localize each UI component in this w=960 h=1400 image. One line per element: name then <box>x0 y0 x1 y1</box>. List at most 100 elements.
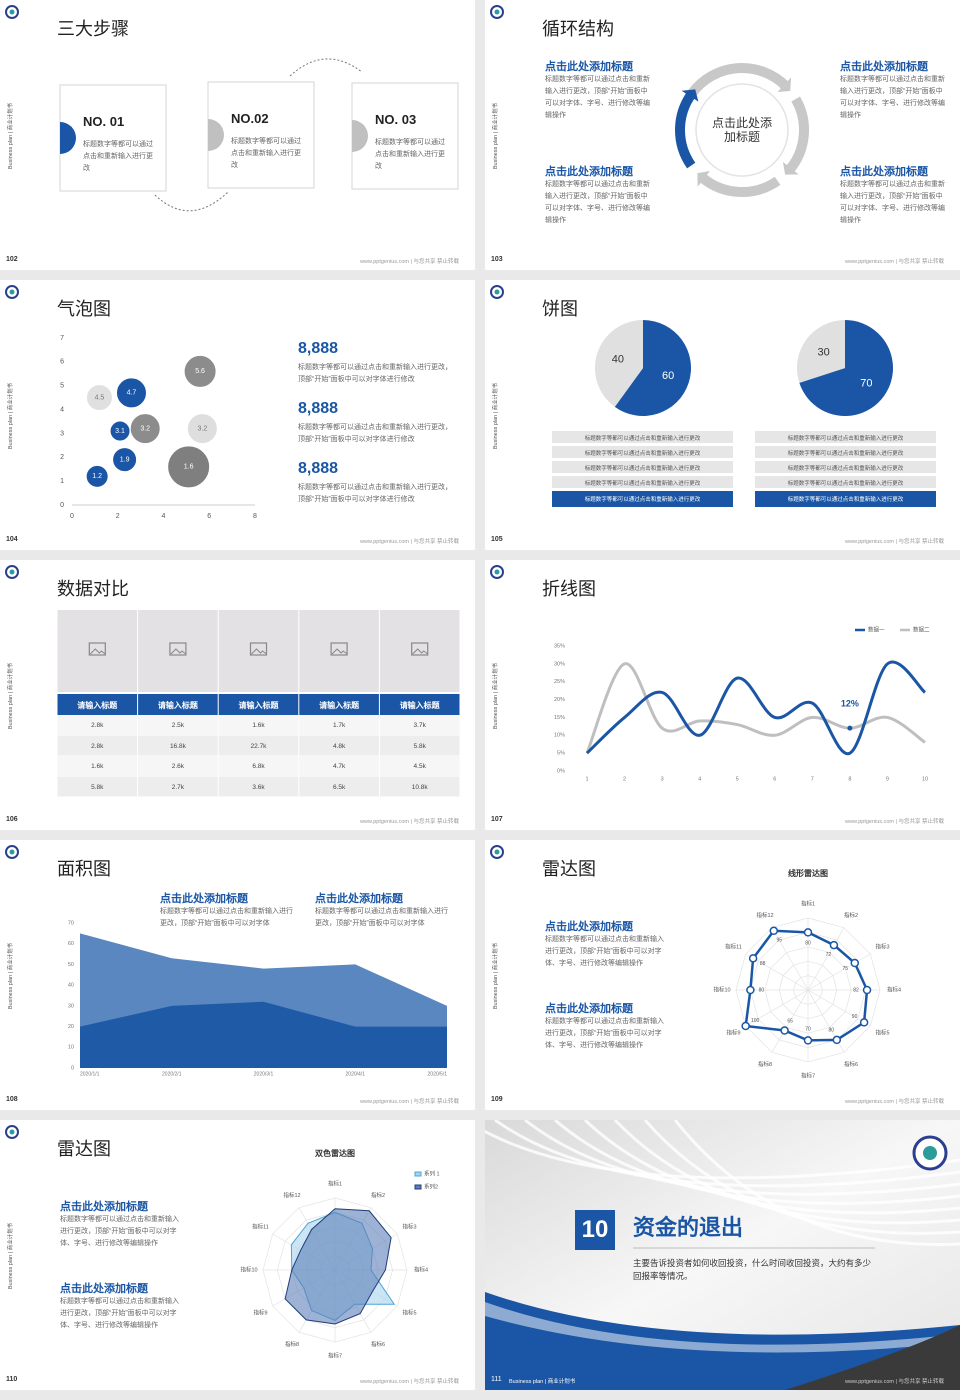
cycle-arrow <box>698 173 781 197</box>
line-series <box>585 662 926 754</box>
number-box <box>575 1210 615 1250</box>
slide: 0 1 2 3 4 5 6 7 0 2 4 6 8 1.2 1.9 3.1 3.2 4.7 4.5 5.6 3.2 1.6… <box>0 280 475 550</box>
cell-text: 2.8k <box>91 722 104 729</box>
step-box <box>351 82 459 190</box>
radar-axis-label: 指标5 <box>402 1308 416 1316</box>
radar-marker <box>748 954 758 963</box>
x-tick-label: 2020/2/1 <box>162 1071 182 1077</box>
table-cell <box>138 776 218 797</box>
bubble-label: 1.9 <box>120 457 130 464</box>
radar-axis-label: 指标3 <box>402 1222 416 1230</box>
x-tick-label: 1 <box>585 776 588 782</box>
radar-axis-label: 指标9 <box>726 1028 740 1036</box>
table-cell <box>218 715 299 735</box>
swoosh <box>643 1120 960 1235</box>
area-series <box>80 1001 447 1068</box>
block-text: 标题数字等都可以通过点击和重新输入进行更改，顶部“开始”面板中可以对字体 <box>315 908 448 927</box>
radar-axis-label: 指标6 <box>844 1060 858 1068</box>
slide-graphics <box>485 1120 960 1390</box>
block-heading: 点击此处添加标题 <box>545 1003 633 1015</box>
footer: www.pptgenius.com | 与您共享 禁止转载 <box>360 259 459 265</box>
radar-value-label: 80 <box>759 987 765 993</box>
footer: www.pptgenius.com | 与您共享 禁止转载 <box>360 539 459 545</box>
pie-list-bg <box>552 431 733 443</box>
y-tick-label: 5 <box>60 383 64 390</box>
dashed-arc <box>289 58 363 77</box>
radar-value-label: 88 <box>760 961 766 967</box>
cell-text: 6.8k <box>252 763 265 770</box>
cell-text: 22.7k <box>250 742 267 750</box>
cycle-center <box>695 83 789 177</box>
wave-blue <box>485 1292 960 1390</box>
y-tick-label: 70 <box>68 920 74 926</box>
slide: 三大步骤 Business plan | 商业计划书 102 www.pptgeniu… <box>0 0 475 270</box>
page-number: 107 <box>491 816 503 823</box>
block-text: 标题数字等都可以通过点击和重新输入进行更改，顶部“开始”面板中可以对字体、字号、… <box>60 1298 179 1329</box>
table-cell <box>379 776 460 797</box>
block-heading: 点击此处添加标题 <box>315 893 403 905</box>
y-tick-label: 5% <box>557 751 565 757</box>
slide-title: 雷达图 <box>542 859 596 879</box>
x-tick-label: 6 <box>207 513 211 520</box>
table-cell <box>57 776 138 797</box>
cycle-arrow <box>785 96 809 174</box>
cycle-arrow-head <box>777 77 792 92</box>
table-cell <box>379 735 460 756</box>
y-tick-label: 0 <box>60 502 64 509</box>
radar-axis-label: 指标9 <box>253 1308 267 1316</box>
radar-value-label: 72 <box>826 952 832 958</box>
slide: 0 10 20 30 40 50 60 70 2020/1/1 2020/2/1 2020/3/1 2… <box>0 840 475 1110</box>
item-text: 标题数字等都可以通过点击和重新输入进行更改，顶部“开始”面板中可以对字体、字号、… <box>545 181 650 224</box>
bubble <box>167 445 211 489</box>
swoosh <box>673 1120 960 1246</box>
radar-axis-label: 指标7 <box>801 1071 815 1079</box>
y-tick-label: 6 <box>60 359 64 366</box>
pie-list-bg <box>755 461 936 473</box>
slide: 指标1 指标2 指标3 指标4 指标5 指标6 指标7 指标8 指标9 指标10 指标11 指标12 8… <box>485 840 960 1110</box>
bubble <box>129 413 161 445</box>
item-heading: 点击此处添加标题 <box>840 166 928 178</box>
step-marker <box>60 122 76 154</box>
table-cell <box>218 756 299 776</box>
radar-axis-label: 指标8 <box>285 1340 299 1348</box>
side-text: Business plan | 商业计划书 <box>509 1379 576 1385</box>
radar-axis-label: 指标1 <box>801 899 815 907</box>
cell-text: 4.7k <box>332 763 346 770</box>
radar-value-label: 90 <box>852 1014 858 1020</box>
step-marker <box>352 120 368 152</box>
pie-list-item: 标题数字等都可以通过点击和重新输入进行更改 <box>584 465 701 472</box>
bubble-label: 1.6 <box>184 464 194 471</box>
cell-text: 1.7k <box>332 722 346 729</box>
stat-text: 标题数字等都可以通过点击和重新输入进行更改，顶部“开始”面板中可以对字体进行修改 <box>298 364 452 383</box>
annotation-point <box>847 725 853 731</box>
item-text: 标题数字等都可以通过点击和重新输入进行更改，顶部“开始”面板中可以对字体、字号、… <box>840 181 945 224</box>
cycle-arrow-head <box>782 162 799 175</box>
image-icon <box>330 642 348 656</box>
table-cell <box>138 735 218 756</box>
cell-text: 3.6k <box>252 783 265 791</box>
item-heading: 点击此处添加标题 <box>545 166 633 178</box>
bubble <box>186 413 218 445</box>
y-tick-label: 15% <box>554 715 565 721</box>
dashed-arc <box>154 191 229 212</box>
bubble <box>85 384 113 412</box>
table-cell <box>57 756 138 776</box>
x-tick-label: 5 <box>736 776 739 782</box>
image-icon-mount <box>251 648 267 655</box>
radar-axis <box>771 927 809 991</box>
cycle-center-text: 点击此处添加标题 <box>712 116 773 144</box>
table-cell <box>379 715 460 735</box>
logo-core <box>494 849 500 855</box>
radar-title: 线形雷达图 <box>788 869 828 878</box>
cell-text: 4.8k <box>332 742 346 750</box>
radar-axis-label: 指标2 <box>371 1191 385 1199</box>
bubble-label: 4.7 <box>127 390 137 397</box>
x-tick-label: 8 <box>848 776 851 782</box>
header-text: 请输入标题 <box>399 701 440 710</box>
page-number: 108 <box>6 1096 18 1103</box>
footer: www.pptgenius.com | 与您共享 禁止转载 <box>845 539 944 545</box>
pie-label: 30 <box>818 346 830 358</box>
footer: www.pptgenius.com | 与您共享 禁止转载 <box>845 1099 944 1105</box>
y-tick-label: 40 <box>68 983 74 989</box>
table-cell <box>299 735 379 756</box>
